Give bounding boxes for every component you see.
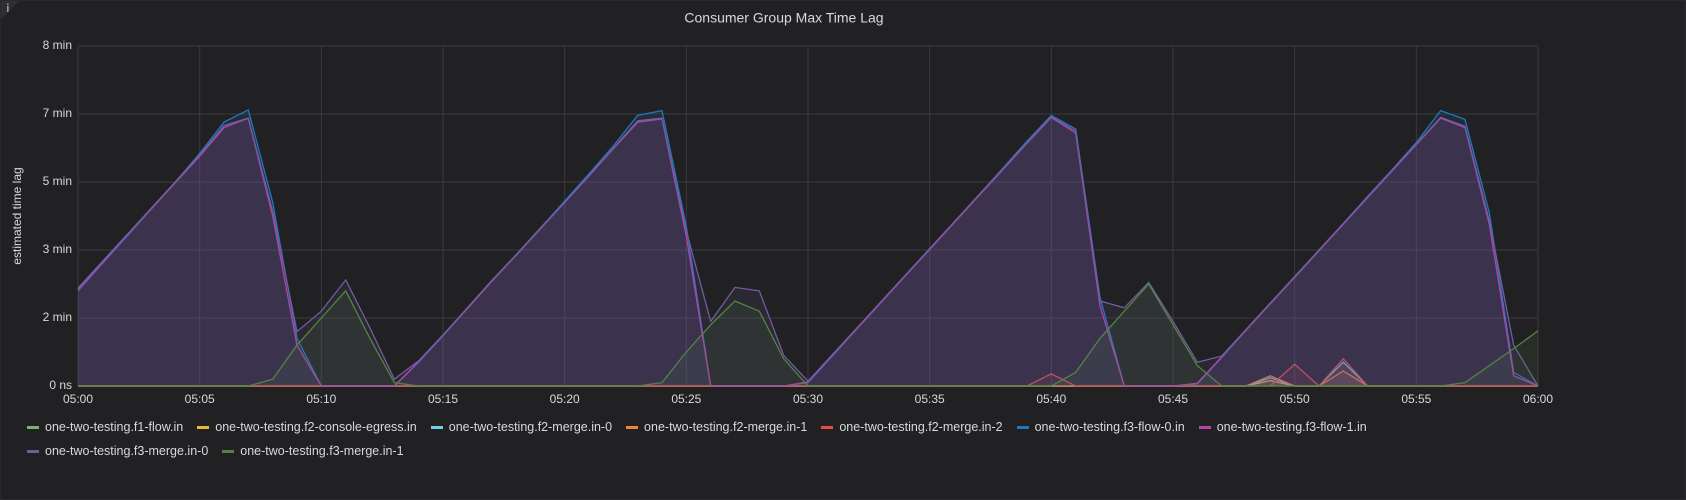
- legend: one-two-testing.f1-flow.in one-two-testin…: [27, 417, 1467, 461]
- series-area: [78, 109, 1538, 387]
- legend-swatch: [626, 425, 639, 429]
- y-tick-label: 8 min: [43, 38, 72, 52]
- x-tick-label: 05:55: [1401, 392, 1431, 406]
- series-area: [78, 117, 1538, 387]
- legend-label: one-two-testing.f2-merge.in-2: [839, 420, 1003, 434]
- legend-item[interactable]: one-two-testing.f1-flow.in: [27, 417, 183, 437]
- legend-item[interactable]: one-two-testing.f2-merge.in-2: [821, 417, 1003, 437]
- x-tick-label: 05:50: [1280, 392, 1310, 406]
- series-line: [77, 115, 1539, 387]
- legend-item[interactable]: one-two-testing.f2-console-egress.in: [197, 417, 417, 437]
- x-tick-label: 05:15: [428, 392, 458, 406]
- y-axis-label: estimated time lag: [10, 167, 24, 264]
- series-area: [78, 284, 1538, 386]
- legend-item[interactable]: one-two-testing.f3-flow-1.in: [1198, 417, 1367, 437]
- info-icon: [7, 6, 9, 12]
- y-tick-label: 3 min: [43, 242, 72, 256]
- legend-swatch: [1016, 425, 1029, 429]
- y-tick-label: 0 ns: [49, 378, 72, 392]
- x-tick-label: 05:00: [63, 392, 93, 406]
- x-tick-label: 05:05: [185, 392, 215, 406]
- legend-swatch: [1198, 425, 1211, 429]
- x-tick-label: 05:20: [550, 392, 580, 406]
- legend-swatch: [197, 425, 210, 429]
- x-tick-label: 05:30: [793, 392, 823, 406]
- x-tick-label: 05:35: [915, 392, 945, 406]
- x-tick-label: 05:10: [306, 392, 336, 406]
- legend-item[interactable]: one-two-testing.f2-merge.in-1: [626, 417, 807, 437]
- y-tick-label: 7 min: [43, 106, 72, 120]
- legend-label: one-two-testing.f3-flow-0.in: [1034, 420, 1185, 434]
- legend-swatch: [430, 425, 443, 429]
- legend-swatch: [27, 425, 39, 429]
- y-tick-label: 2 min: [43, 310, 72, 324]
- x-tick-label: 05:40: [1036, 392, 1066, 406]
- legend-swatch: [222, 449, 235, 453]
- legend-label: one-two-testing.f3-flow-1.in: [1216, 420, 1367, 434]
- legend-label: one-two-testing.f2-merge.in-1: [644, 420, 808, 434]
- info-icon-dot: [7, 3, 9, 5]
- legend-swatch: [27, 449, 39, 453]
- legend-label: one-two-testing.f2-console-egress.in: [215, 420, 417, 434]
- legend-swatch: [821, 425, 834, 429]
- legend-item[interactable]: one-two-testing.f3-merge.in-1: [222, 441, 404, 461]
- legend-item[interactable]: one-two-testing.f2-merge.in-0: [430, 417, 613, 437]
- legend-item[interactable]: one-two-testing.f3-merge.in-0: [27, 441, 208, 461]
- legend-label: one-two-testing.f3-merge.in-0: [45, 444, 209, 458]
- chart: Consumer Group Max Time Lag estimated ti…: [1, 1, 1553, 406]
- legend-item[interactable]: one-two-testing.f3-flow-0.in: [1016, 417, 1185, 437]
- legend-label: one-two-testing.f3-merge.in-1: [240, 444, 404, 458]
- chart-title: Consumer Group Max Time Lag: [684, 10, 883, 26]
- x-tick-label: 05:25: [671, 392, 701, 406]
- info-corner[interactable]: [1, 1, 19, 19]
- y-tick-label: 5 min: [43, 174, 72, 188]
- legend-label: one-two-testing.f2-merge.in-0: [448, 420, 613, 434]
- series-line: [78, 282, 1539, 387]
- series-area: [78, 116, 1538, 386]
- legend-label: one-two-testing.f1-flow.in: [45, 420, 184, 434]
- x-tick-label: 05:45: [1158, 392, 1188, 406]
- x-tick-label: 06:00: [1523, 392, 1553, 406]
